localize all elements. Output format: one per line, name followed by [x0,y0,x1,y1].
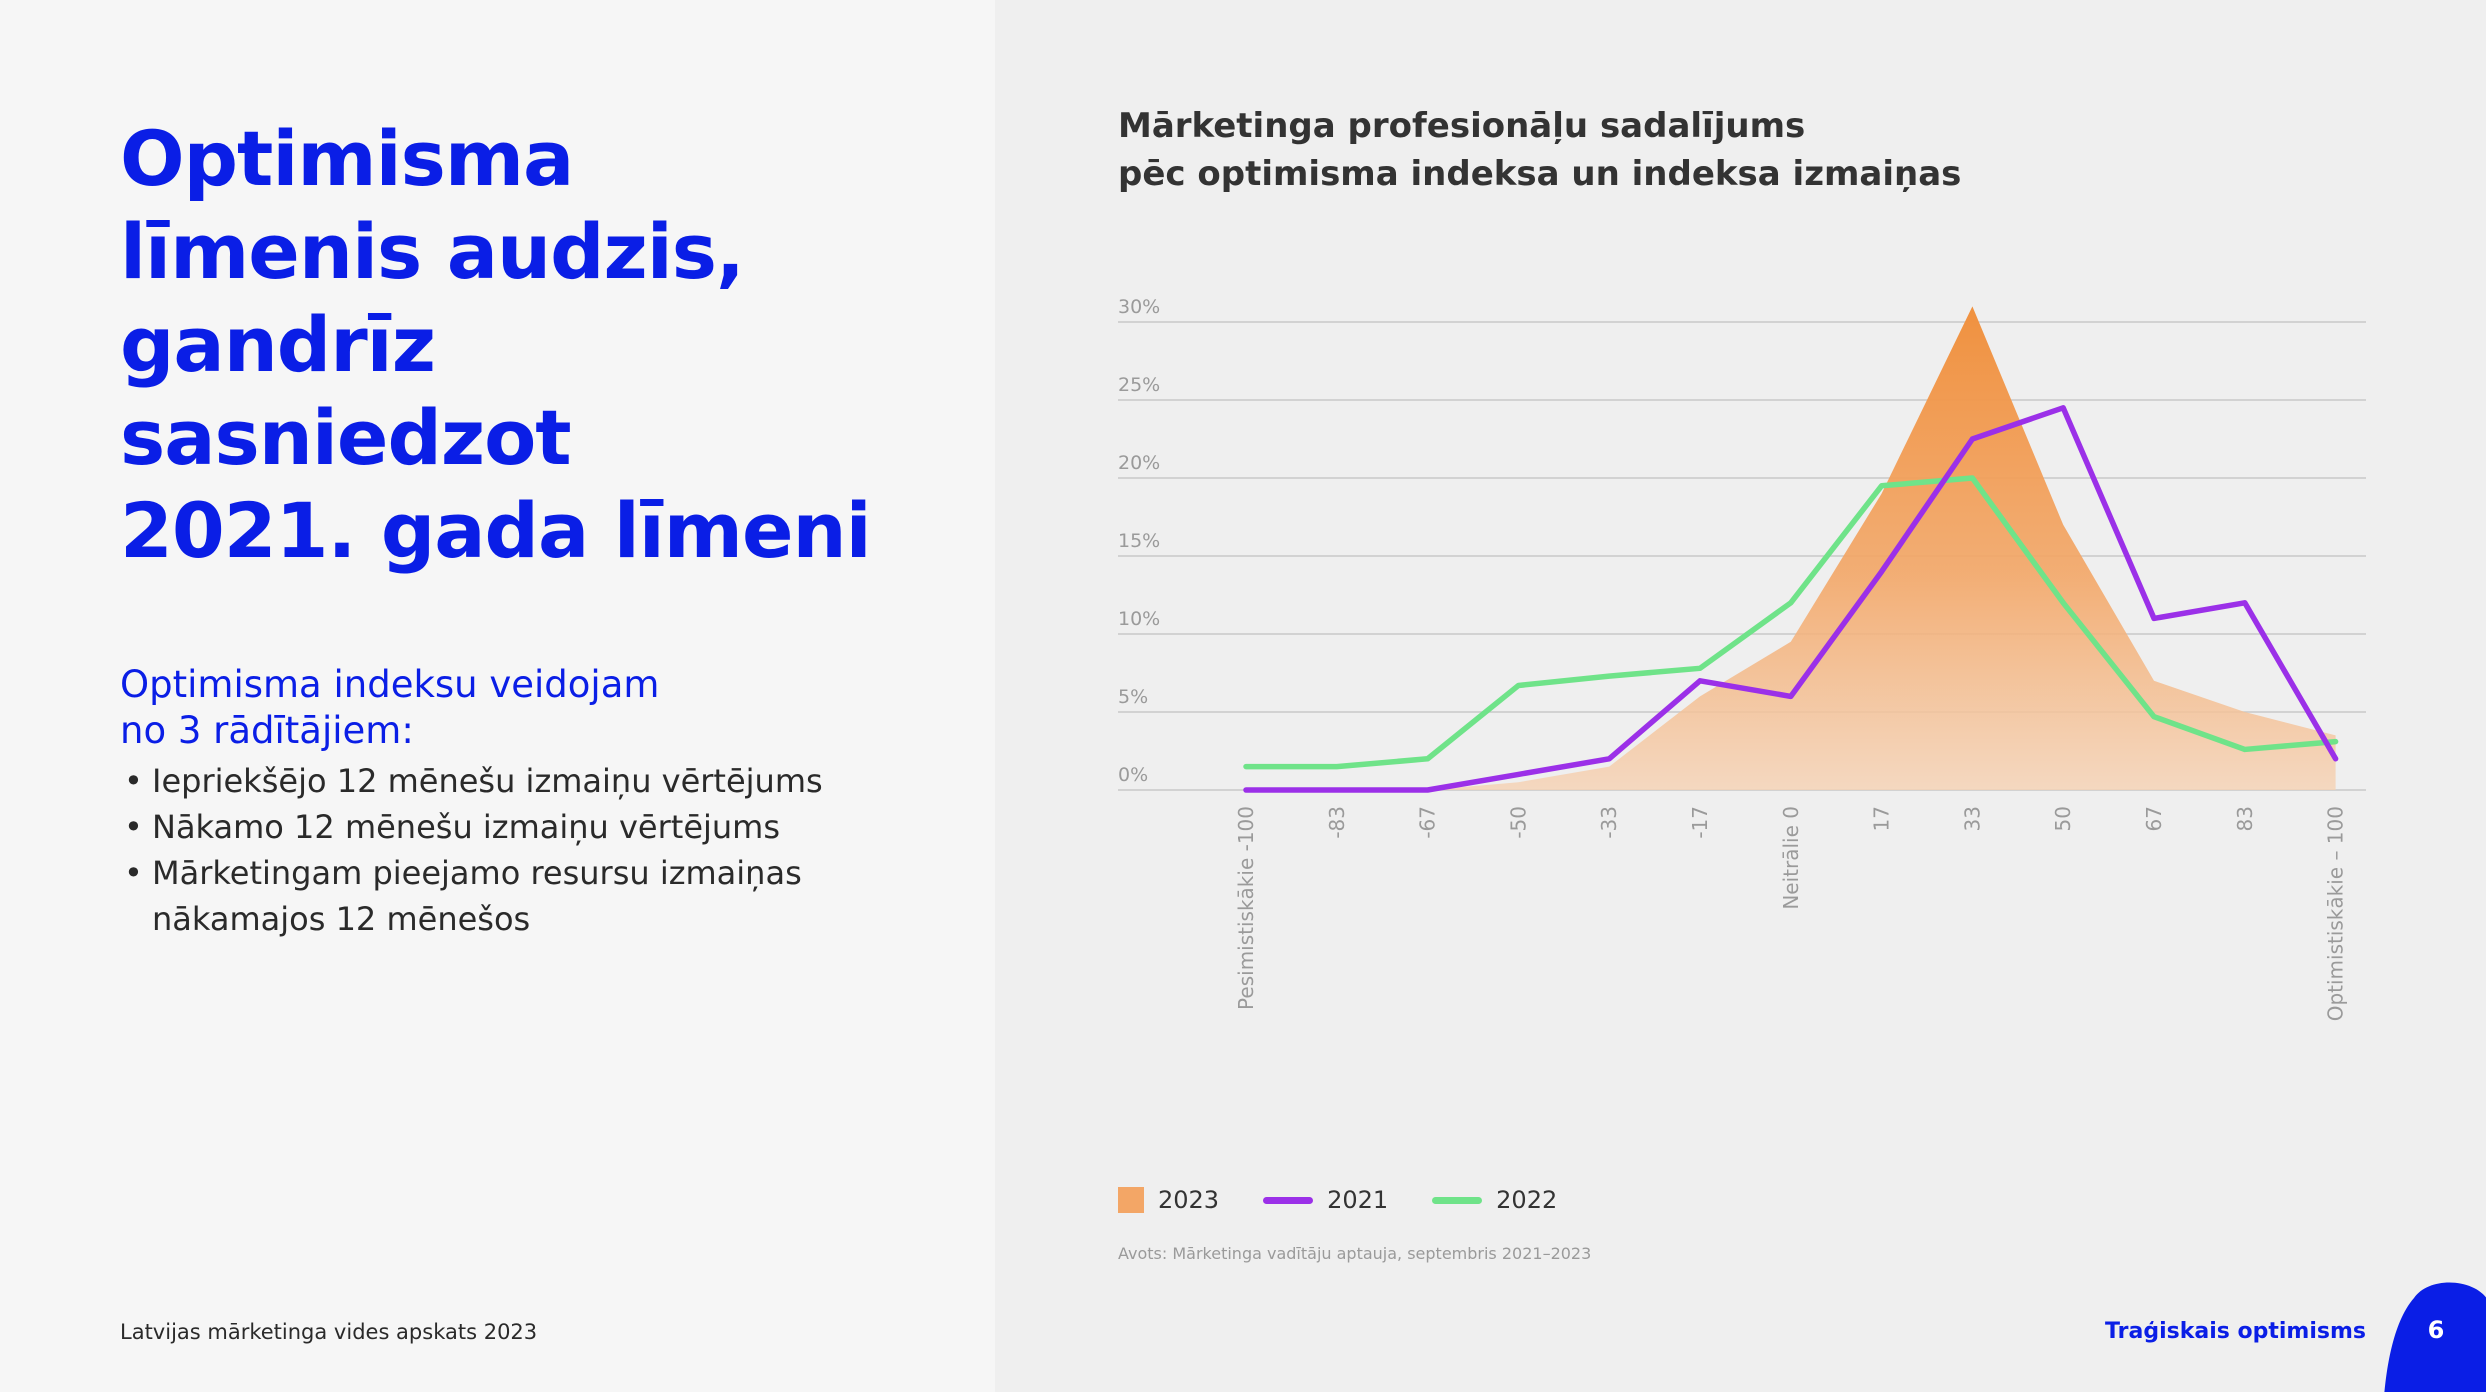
index-intro: Optimisma indeksu veidojam no 3 rādītāji… [120,662,900,754]
legend-swatch-2021 [1263,1196,1314,1204]
indicator-item: Mārketingam pieejamo resursu izmaiņas nā… [120,850,960,942]
legend-item-2022: 2022 [1432,1186,1557,1214]
legend-swatch-2023 [1118,1187,1144,1213]
index-intro-line: no 3 rādītājiem: [120,709,414,752]
indicator-list: Iepriekšējo 12 mēnešu izmaiņu vērtējums … [120,758,960,942]
chart-source-note: Avots: Mārketinga vadītāju aptauja, sept… [1118,1244,1592,1263]
indicator-item: Nākamo 12 mēnešu izmaiņu vērtējums [120,804,960,850]
legend-label: 2022 [1496,1186,1558,1214]
headline-line: līmenis audzis, [120,207,745,296]
section-title-footer: Traģiskais optimisms [2105,1319,2366,1344]
chart-title: Mārketinga profesionāļu sadalījums pēc o… [1118,102,2318,198]
report-title-footer: Latvijas mārketinga vides apskats 2023 [120,1320,538,1344]
headline-line: sasniedzot [120,393,572,482]
legend-label: 2021 [1327,1186,1389,1214]
headline-line: 2021. gada līmeni [120,486,872,575]
page-number-badge [2384,1282,2486,1392]
legend-item-2023: 2023 [1118,1186,1219,1214]
chart-panel [995,0,2486,1392]
legend-label: 2023 [1158,1186,1220,1214]
left-panel [0,0,995,1392]
page-headline: Optimisma līmenis audzis, gandrīz sasnie… [120,112,960,577]
legend-swatch-2022 [1432,1196,1483,1204]
headline-line: Optimisma [120,114,574,203]
chart-title-line: Mārketinga profesionāļu sadalījums [1118,106,1806,146]
chart-title-line: pēc optimisma indeksa un indeksa izmaiņa… [1118,154,1962,194]
headline-line: gandrīz [120,300,436,389]
indicator-item: Iepriekšējo 12 mēnešu izmaiņu vērtējums [120,758,960,804]
page-number: 6 [2427,1316,2445,1344]
chart-legend: 2023 2021 2022 [1118,1186,1601,1214]
legend-item-2021: 2021 [1263,1186,1388,1214]
index-intro-line: Optimisma indeksu veidojam [120,663,660,706]
